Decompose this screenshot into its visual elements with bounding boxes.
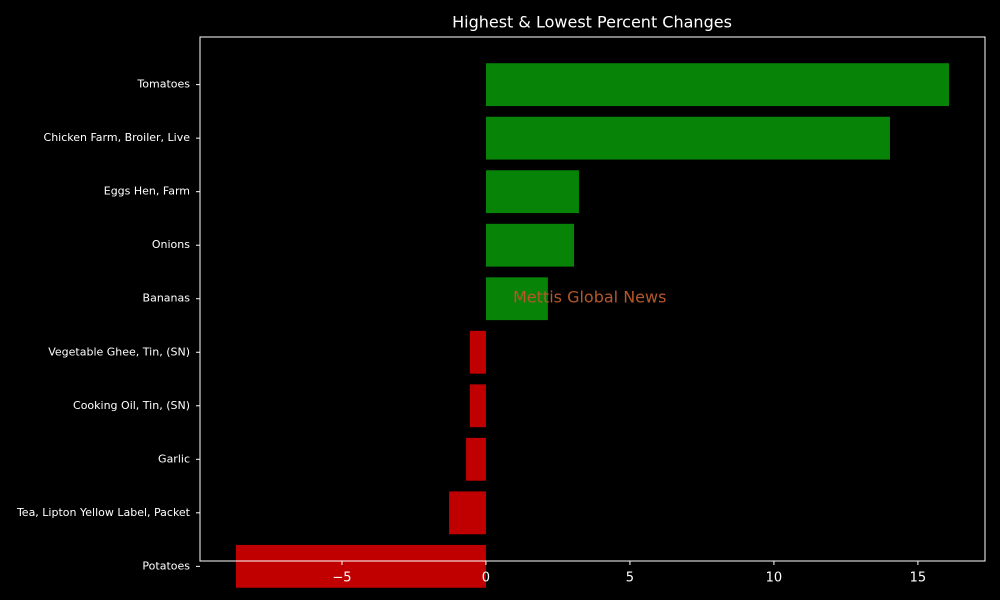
bar (449, 491, 486, 535)
bar (469, 330, 486, 374)
bar (485, 277, 548, 321)
y-tick-label: Cooking Oil, Tin, (SN) (73, 399, 190, 412)
y-tick-label: Tea, Lipton Yellow Label, Packet (16, 506, 191, 519)
y-tick-label: Garlic (158, 452, 190, 465)
x-tick-label: −5 (332, 571, 351, 586)
y-tick-label: Bananas (143, 292, 191, 305)
bar (485, 116, 890, 160)
bar (466, 437, 486, 481)
x-tick-label: 10 (766, 571, 783, 586)
bar (485, 170, 579, 214)
bar (235, 544, 486, 588)
y-tick-label: Onions (152, 238, 190, 251)
x-tick-label: 5 (626, 571, 634, 586)
bar (485, 223, 575, 267)
bar (485, 63, 950, 107)
y-tick-label: Eggs Hen, Farm (104, 185, 190, 198)
watermark: Mettis Global News (513, 288, 666, 307)
y-tick-label: Tomatoes (136, 78, 190, 91)
x-tick-label: 0 (482, 571, 490, 586)
y-tick-label: Vegetable Ghee, Tin, (SN) (48, 345, 190, 358)
chart-title: Highest & Lowest Percent Changes (452, 13, 732, 32)
y-tick-label: Potatoes (142, 559, 190, 572)
y-tick-label: Chicken Farm, Broiler, Live (44, 131, 191, 144)
plot-frame (199, 36, 986, 562)
bar (469, 384, 486, 428)
x-tick-label: 15 (910, 571, 927, 586)
